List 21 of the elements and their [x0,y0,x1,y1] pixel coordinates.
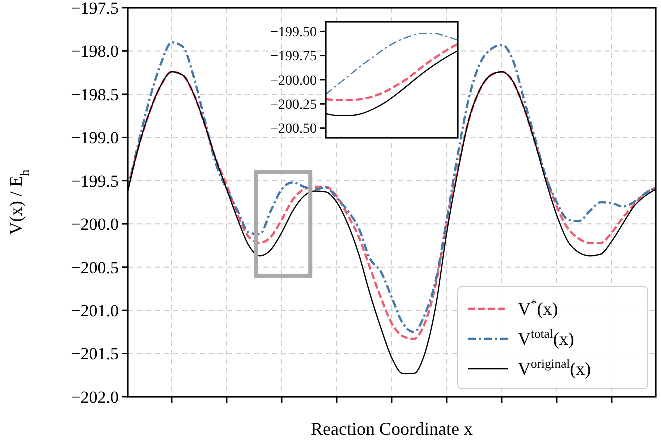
line-series [326,33,458,96]
y-tick-label: −200.50 [270,122,317,138]
y-tick-label: −198.5 [71,85,119,104]
y-tick-label: −199.5 [71,172,119,191]
y-tick-label: −200.0 [71,215,119,234]
legend-label: V$^{*}$(x) [518,297,558,319]
y-tick-label: −202.0 [71,388,119,407]
legend-label: V$^{original}$(x) [518,357,592,379]
x-axis-title: Reaction Coordinate x [311,419,473,439]
y-tick-label: −201.0 [71,302,119,321]
y-tick-label: −198.0 [71,42,119,62]
line-series [326,43,458,102]
legend-label: V$^{total}$(x) [518,327,574,349]
y-tick-label: −200.5 [71,258,119,278]
y-tick-label: −201.5 [71,344,119,364]
y-tick-label: −199.75 [270,50,317,65]
y-tick-label: −200.25 [270,98,317,114]
y-tick-label: −200.00 [270,74,317,89]
y-tick-label: −197.5 [71,0,119,18]
y-tick-label: −199.50 [270,26,317,41]
y-tick-label: −199.0 [71,128,119,148]
